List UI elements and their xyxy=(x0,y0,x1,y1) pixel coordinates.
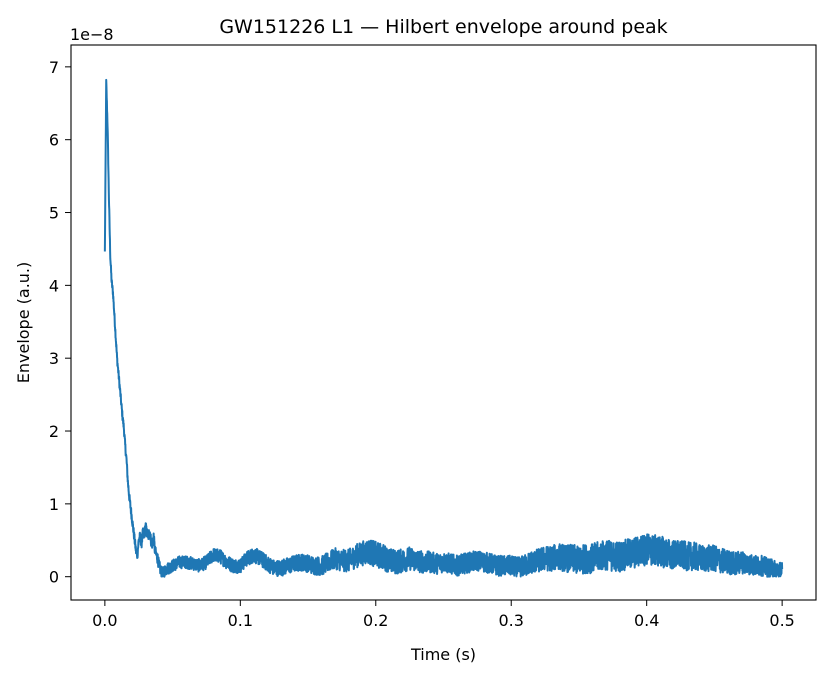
y-tick-label: 7 xyxy=(49,58,59,77)
y-axis-label: Envelope (a.u.) xyxy=(14,262,33,383)
x-ticks: 0.0 0.1 0.2 0.3 0.4 0.5 xyxy=(92,600,795,630)
x-tick-label: 0.2 xyxy=(363,611,388,630)
x-tick-label: 0.5 xyxy=(769,611,794,630)
plot-frame xyxy=(70,44,817,601)
series-layer xyxy=(103,78,784,578)
y-tick-label: 0 xyxy=(49,568,59,587)
x-tick-label: 0.0 xyxy=(92,611,117,630)
y-tick-label: 3 xyxy=(49,349,59,368)
y-tick-label: 4 xyxy=(49,276,59,295)
x-tick-label: 0.1 xyxy=(228,611,253,630)
y-tick-label: 6 xyxy=(49,131,59,150)
chart-title: GW151226 L1 — Hilbert envelope around pe… xyxy=(219,16,667,38)
y-tick-label: 1 xyxy=(49,495,59,514)
x-axis-label: Time (s) xyxy=(410,645,476,664)
x-tick-label: 0.3 xyxy=(499,611,524,630)
x-tick-label: 0.4 xyxy=(634,611,659,630)
plot-area xyxy=(71,45,816,600)
y-ticks: 0 1 2 3 4 5 6 7 xyxy=(49,58,71,587)
y-tick-label: 5 xyxy=(49,204,59,223)
y-offset-label: 1e−8 xyxy=(70,25,114,44)
y-tick-label: 2 xyxy=(49,422,59,441)
series-line xyxy=(103,78,784,578)
